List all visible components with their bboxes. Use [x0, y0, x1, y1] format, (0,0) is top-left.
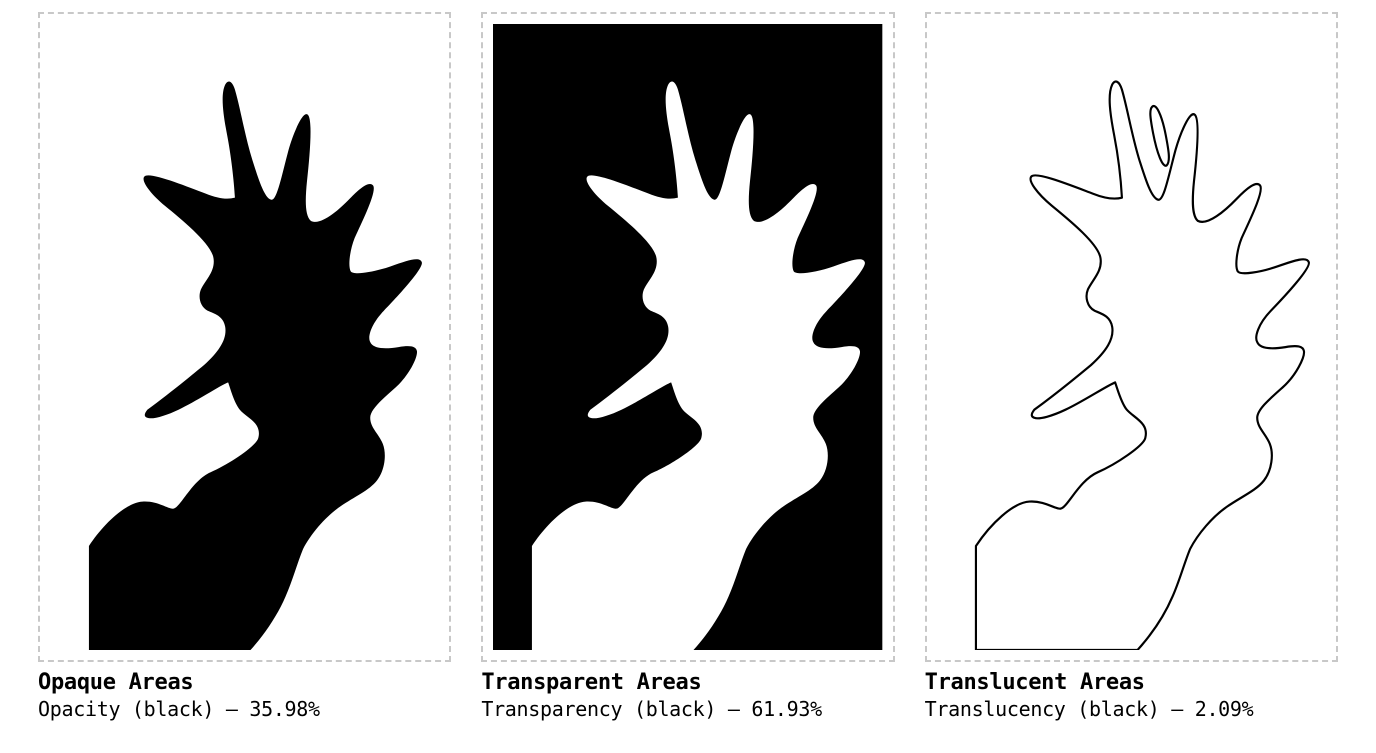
panel-opaque: Opaque Areas Opacity (black) – 35.98% — [38, 12, 451, 733]
title-transparent: Transparent Areas — [481, 670, 894, 695]
subtitle-translucent: Translucency (black) – 2.09% — [925, 697, 1338, 721]
panel-transparent: Transparent Areas Transparency (black) –… — [481, 12, 894, 733]
title-translucent: Translucent Areas — [925, 670, 1338, 695]
subtitle-opaque: Opacity (black) – 35.98% — [38, 697, 451, 721]
silhouette-opaque — [50, 24, 439, 650]
silhouette-translucent — [937, 24, 1326, 650]
subtitle-transparent: Transparency (black) – 61.93% — [481, 697, 894, 721]
panel-row: Opaque Areas Opacity (black) – 35.98% Tr… — [0, 0, 1376, 753]
frame-translucent — [925, 12, 1338, 662]
frame-transparent — [481, 12, 894, 662]
title-opaque: Opaque Areas — [38, 670, 451, 695]
frame-opaque — [38, 12, 451, 662]
panel-translucent: Translucent Areas Translucency (black) –… — [925, 12, 1338, 733]
silhouette-transparent — [493, 24, 882, 650]
